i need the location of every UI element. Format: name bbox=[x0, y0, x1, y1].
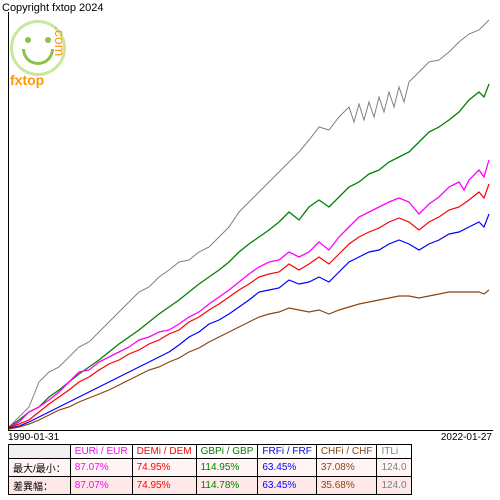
legend-cell: 87.07% bbox=[70, 477, 132, 495]
legend-row: 差異幅：87.07%74.95%114.78%63.45%35.68%124.0 bbox=[9, 477, 412, 495]
legend-cell: 114.95% bbox=[196, 459, 258, 477]
legend-header: FRFi / FRF bbox=[258, 445, 316, 459]
legend-cell: 37.08% bbox=[316, 459, 377, 477]
series-magenta bbox=[9, 160, 489, 427]
legend-row: 最大/最小：87.07%74.95%114.95%63.45%37.08%124… bbox=[9, 459, 412, 477]
chart-container: { "copyright": "Copyright fxtop 2024", "… bbox=[0, 0, 500, 500]
chart-svg bbox=[9, 12, 493, 430]
legend-header: EURi / EUR bbox=[70, 445, 132, 459]
legend-cell: 63.45% bbox=[258, 459, 316, 477]
legend-cell: 35.68% bbox=[316, 477, 377, 495]
legend-header: GBPi / GBP bbox=[196, 445, 258, 459]
chart-plot-area bbox=[8, 12, 493, 431]
x-axis-start-date: 1990-01-31 bbox=[8, 432, 59, 443]
legend-cell: 63.45% bbox=[258, 477, 316, 495]
series-red bbox=[9, 184, 489, 427]
legend-cell: 87.07% bbox=[70, 459, 132, 477]
legend-header: DEMi / DEM bbox=[132, 445, 196, 459]
legend-cell: 124.0 bbox=[377, 459, 411, 477]
series-blue bbox=[9, 214, 489, 428]
series-grey bbox=[9, 20, 489, 427]
legend-cell: 114.78% bbox=[196, 477, 258, 495]
legend-row-label: 最大/最小： bbox=[9, 459, 71, 477]
legend-header-row: EURi / EURDEMi / DEMGBPi / GBPFRFi / FRF… bbox=[9, 445, 412, 459]
series-green bbox=[9, 84, 489, 427]
x-axis-end-date: 2022-01-27 bbox=[441, 432, 492, 443]
legend-cell: 74.95% bbox=[132, 477, 196, 495]
legend-cell: 124.0 bbox=[377, 477, 411, 495]
legend-cell: 74.95% bbox=[132, 459, 196, 477]
legend-header: ITLi bbox=[377, 445, 411, 459]
legend-header: CHFi / CHF bbox=[316, 445, 377, 459]
series-brown bbox=[9, 290, 489, 429]
legend-table: EURi / EURDEMi / DEMGBPi / GBPFRFi / FRF… bbox=[8, 444, 412, 495]
legend-row-label: 差異幅： bbox=[9, 477, 71, 495]
